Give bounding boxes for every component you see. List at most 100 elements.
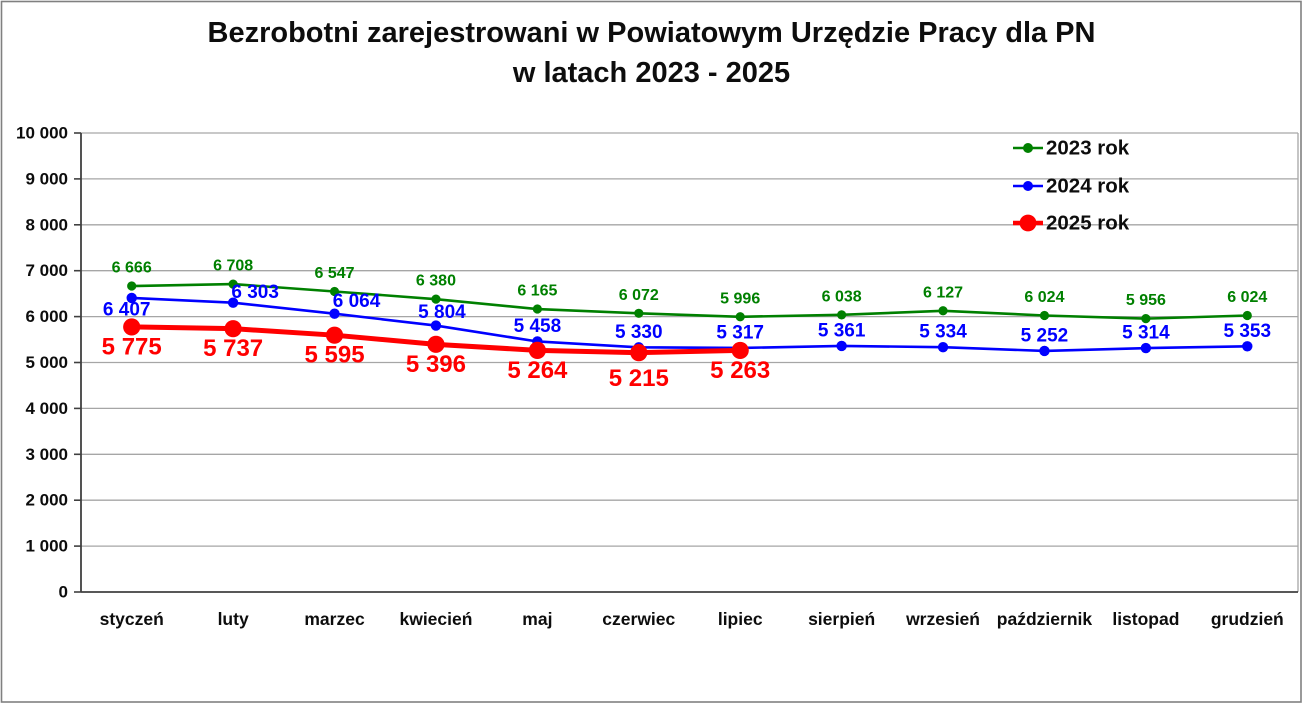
data-point xyxy=(227,297,239,308)
data-label: 5 334 xyxy=(919,322,967,343)
data-point xyxy=(228,279,238,289)
data-point xyxy=(634,308,644,318)
legend: 2023 rok 2024 rok 2025 rok xyxy=(1013,137,1130,235)
x-axis-label: maj xyxy=(522,609,552,629)
x-axis-labels: styczeń luty marzec kwiecień maj czerwiec lipi… xyxy=(100,609,1284,629)
y-axis-labels: 0 1 000 2 000 3 000 4 000 5 000 6 000 7 000 8 00… xyxy=(16,124,68,602)
data-label: 6 708 xyxy=(213,258,253,275)
legend-item: 2023 rok xyxy=(1013,137,1130,160)
data-point xyxy=(731,341,749,360)
data-label: 6 547 xyxy=(315,265,355,282)
data-point xyxy=(1039,345,1050,357)
data-label: 5 264 xyxy=(507,357,568,384)
data-point xyxy=(126,292,137,304)
series-line xyxy=(130,296,1249,353)
data-label: 5 595 xyxy=(305,342,365,369)
data-point xyxy=(1242,341,1253,352)
legend-marker xyxy=(1023,181,1033,191)
data-label: 5 353 xyxy=(1224,321,1272,342)
series-2024-rok: 6 407 6 303 6 064 5 804 5 458 5 330 5 317 5 361… xyxy=(103,282,1272,357)
data-point xyxy=(836,340,847,352)
data-label: 5 215 xyxy=(609,365,669,392)
data-label: 5 956 xyxy=(1126,292,1166,309)
x-axis-label: luty xyxy=(218,609,249,629)
y-axis-label: 9 000 xyxy=(25,169,68,188)
x-axis-label: listopad xyxy=(1112,609,1179,629)
x-axis-label: październik xyxy=(997,609,1093,629)
legend-label: 2023 rok xyxy=(1046,137,1130,160)
data-label: 6 407 xyxy=(103,299,151,320)
data-point xyxy=(1140,342,1152,354)
data-point xyxy=(427,335,445,353)
gridlines xyxy=(74,132,1299,593)
legend-label: 2024 rok xyxy=(1046,175,1130,198)
data-label: 5 804 xyxy=(418,302,466,323)
data-point xyxy=(431,294,441,304)
y-axis-label: 6 000 xyxy=(25,307,68,326)
y-axis-label: 8 000 xyxy=(25,215,68,234)
data-point xyxy=(837,310,847,320)
data-label: 6 024 xyxy=(1227,289,1267,306)
legend-item: 2025 rok xyxy=(1013,212,1130,235)
data-label: 5 737 xyxy=(203,335,263,362)
series-2023-rok: 6 666 6 708 6 547 6 380 6 165 6 072 5 996 6 038… xyxy=(112,258,1267,324)
data-label: 5 314 xyxy=(1122,323,1170,344)
data-point xyxy=(532,304,542,314)
data-label: 6 165 xyxy=(517,283,557,300)
data-point xyxy=(430,320,442,331)
data-point xyxy=(1141,314,1151,324)
data-point xyxy=(630,344,648,362)
data-label: 5 330 xyxy=(615,322,663,343)
data-label: 6 072 xyxy=(619,287,659,304)
data-label: 5 317 xyxy=(716,322,764,343)
data-label: 5 252 xyxy=(1021,325,1069,346)
chart-title: Bezrobotni zarejestrowani w Powiatowym U… xyxy=(0,13,1303,93)
legend-label: 2025 rok xyxy=(1046,212,1130,235)
data-point xyxy=(937,341,949,353)
x-axis-label: marzec xyxy=(304,609,365,629)
y-axis-label: 0 xyxy=(59,583,68,602)
data-label: 6 038 xyxy=(822,288,862,305)
y-axis-label: 7 000 xyxy=(25,261,68,280)
chart-title-line1: Bezrobotni zarejestrowani w Powiatowym U… xyxy=(207,17,1096,49)
y-axis-label: 5 000 xyxy=(25,353,68,372)
data-point xyxy=(224,320,242,338)
data-point xyxy=(329,286,340,297)
x-axis-label: wrzesień xyxy=(905,609,980,629)
y-axis-label: 10 000 xyxy=(16,124,68,143)
y-axis-label: 2 000 xyxy=(25,491,68,510)
data-label: 5 775 xyxy=(102,333,162,360)
data-point xyxy=(735,312,745,322)
data-point xyxy=(1039,310,1050,321)
data-label: 6 380 xyxy=(416,273,456,290)
y-axis-label: 4 000 xyxy=(25,399,68,418)
data-label: 5 263 xyxy=(710,357,770,384)
data-label: 6 127 xyxy=(923,284,963,301)
x-axis-label: sierpień xyxy=(808,609,875,629)
legend-marker xyxy=(1019,214,1037,232)
chart-title-line2: w latach 2023 - 2025 xyxy=(512,57,791,89)
series-line xyxy=(130,282,1249,320)
x-axis-label: styczeń xyxy=(100,609,164,629)
legend-marker xyxy=(1023,143,1033,153)
data-label: 6 303 xyxy=(231,282,279,303)
data-point xyxy=(528,341,546,359)
y-axis-label: 3 000 xyxy=(25,445,68,464)
data-point xyxy=(325,326,344,344)
data-label: 5 396 xyxy=(406,351,466,378)
data-label: 6 064 xyxy=(333,291,381,312)
x-axis-label: lipiec xyxy=(718,609,763,629)
data-label: 6 024 xyxy=(1024,289,1064,306)
x-axis-label: czerwiec xyxy=(602,609,675,629)
data-label: 5 996 xyxy=(720,290,760,307)
data-label: 5 361 xyxy=(818,320,866,341)
data-point xyxy=(127,281,137,291)
data-point xyxy=(938,306,948,316)
x-axis-label: kwiecień xyxy=(399,609,472,629)
x-axis-label: grudzień xyxy=(1211,609,1284,629)
y-axis-label: 1 000 xyxy=(25,537,68,556)
data-point xyxy=(1242,310,1252,321)
